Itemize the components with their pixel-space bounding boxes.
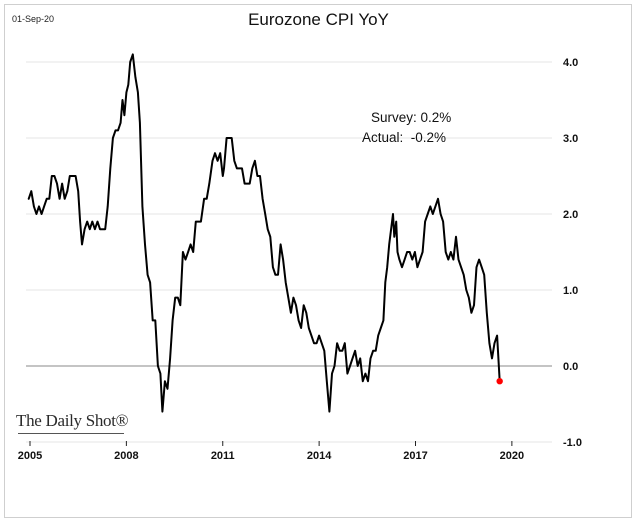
brand-logo: The Daily Shot®: [16, 411, 129, 430]
x-tick-label: 2008: [114, 450, 138, 462]
y-tick-label: 1.0: [563, 285, 578, 297]
x-tick-label: 2014: [307, 450, 332, 462]
date-stamp: 01-Sep-20: [12, 14, 55, 24]
x-axis: 2005 2008 2011 2014 2017 2020: [18, 441, 524, 462]
annotation-survey: Survey: 0.2%: [371, 110, 452, 125]
series-cpi: [27, 53, 503, 413]
chart-title: Eurozone CPI YoY: [248, 10, 389, 29]
y-tick-label: -1.0: [563, 437, 582, 449]
x-tick-label: 2020: [500, 450, 524, 462]
chart-frame: [4, 4, 632, 518]
brand-underline: [18, 433, 124, 434]
x-tick-label: 2011: [211, 450, 235, 462]
y-tick-label: 0.0: [563, 361, 578, 373]
x-tick-label: 2017: [403, 450, 427, 462]
y-axis: 4.0 3.0 2.0 1.0 0.0 -1.0: [563, 57, 582, 449]
gridlines: [26, 61, 552, 443]
y-tick-label: 2.0: [563, 209, 578, 221]
y-tick-label: 4.0: [563, 57, 578, 69]
y-tick-label: 3.0: [563, 133, 578, 145]
annotation-actual: Actual: -0.2%: [362, 130, 447, 145]
x-tick-label: 2005: [18, 450, 42, 462]
series-line: [27, 53, 501, 413]
latest-point-marker: [496, 378, 503, 385]
